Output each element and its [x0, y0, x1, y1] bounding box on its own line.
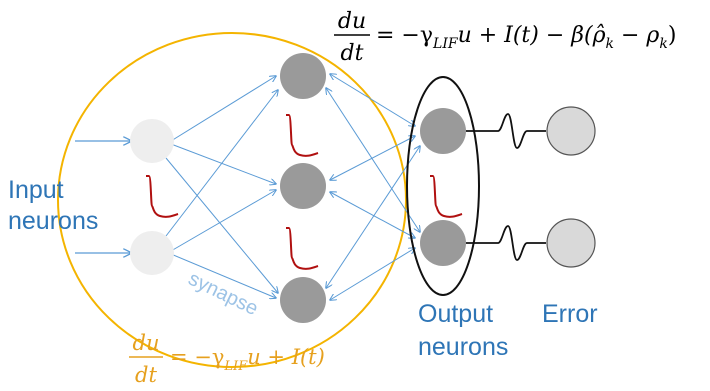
input-neurons-label-line1: Input	[8, 176, 64, 204]
synapse-edges-hidden-output	[326, 74, 420, 300]
synapse-edges-input-hidden	[165, 76, 278, 298]
output-neuron-2	[420, 220, 466, 266]
hidden-neuron-equation: du dt = −γLIFu + I(t)	[129, 331, 325, 387]
error-label: Error	[542, 300, 598, 328]
network-boundary-ellipse	[57, 32, 407, 368]
hidden-neuron-3	[280, 277, 326, 323]
spike-waveforms	[146, 114, 463, 270]
error-node-2	[546, 218, 596, 268]
input-neuron-2	[130, 231, 174, 275]
bottom-eq-numerator: du	[133, 331, 160, 355]
spike-icon	[286, 227, 319, 270]
spike-icon	[146, 175, 179, 218]
top-eq-denominator: dt	[341, 41, 364, 66]
spike-icon	[286, 114, 319, 157]
output-neuron-equation: du dt = −γLIFu + I(t) − β(ρ̂k − ρk)	[334, 9, 676, 66]
input-arrows	[75, 141, 131, 253]
top-eq-rhs: = −γLIFu + I(t) − β(ρ̂k − ρk)	[376, 23, 676, 52]
bottom-eq-denominator: dt	[135, 363, 157, 387]
bottom-eq-rhs: = −γLIFu + I(t)	[170, 345, 325, 374]
error-node-1	[546, 106, 596, 156]
spike-icon	[430, 175, 463, 218]
output-neurons-label-line2: neurons	[418, 333, 508, 361]
output-neuron-1	[420, 108, 466, 154]
output-neurons-label-line1: Output	[418, 300, 493, 328]
hidden-neuron-2	[280, 163, 326, 209]
input-neuron-1	[130, 119, 174, 163]
hidden-neuron-1	[280, 53, 326, 99]
error-connections	[466, 113, 546, 261]
top-eq-numerator: du	[338, 9, 366, 34]
input-neurons-label-line2: neurons	[8, 207, 98, 235]
output-layer-ellipse	[406, 76, 480, 296]
